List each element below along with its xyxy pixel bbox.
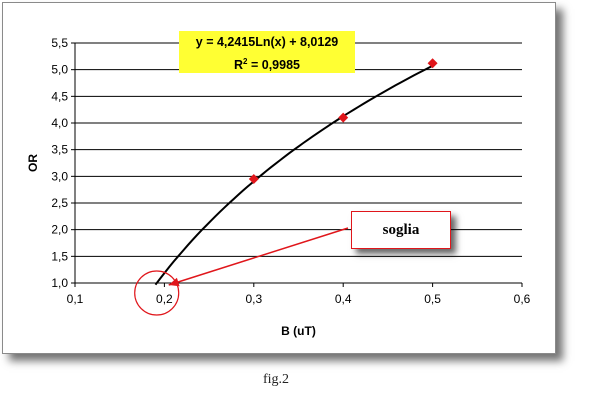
- equation-text: y = 4,2415Ln(x) + 8,0129: [195, 35, 339, 49]
- x-tick-label: 0,5: [424, 292, 441, 306]
- y-tick-label: 1,0: [51, 276, 68, 290]
- log-trendline: [154, 64, 434, 286]
- y-tick-label: 5,0: [51, 63, 68, 77]
- figure-caption: fig.2: [262, 372, 290, 387]
- threshold-circle: [134, 270, 180, 316]
- data-point: [427, 58, 438, 69]
- trendline-equation-box: y = 4,2415Ln(x) + 8,0129 R2 = 0,9985: [179, 31, 355, 73]
- y-tick-label: 2,0: [51, 223, 68, 237]
- y-tick-label: 4,0: [51, 116, 68, 130]
- x-tick-label: 0,3: [245, 292, 262, 306]
- y-tick-label: 2,5: [51, 196, 68, 210]
- x-axis-title: B (uT): [281, 324, 316, 338]
- threshold-callout: soglia: [351, 211, 451, 249]
- x-tick-label: 0,4: [335, 292, 352, 306]
- y-tick-label: 3,0: [51, 169, 68, 183]
- plot-area: 1,0 1,5 2,0 2,5 3,0 3,5 4,0 4,5 5,0 5,5 0,1 0,2 0,3 0…: [26, 36, 531, 338]
- y-tick-label: 5,5: [51, 36, 68, 50]
- x-tick-label: 0,1: [67, 292, 84, 306]
- chart-frame: 1,0 1,5 2,0 2,5 3,0 3,5 4,0 4,5 5,0 5,5 0,1 0,2 0,3 0…: [2, 2, 556, 354]
- r-squared-superscript: 2: [243, 57, 248, 66]
- data-point: [338, 112, 349, 123]
- x-tick-label: 0,6: [514, 292, 531, 306]
- x-tick-label: 0,2: [156, 292, 173, 306]
- y-tick-label: 4,5: [51, 89, 68, 103]
- y-tick-label: 3,5: [51, 143, 68, 157]
- r-squared-label: R: [234, 58, 244, 73]
- y-axis-title: OR: [26, 154, 40, 172]
- callout-arrow: [168, 227, 349, 286]
- r-squared-value: = 0,9985: [247, 58, 300, 73]
- callout-arrowhead: [168, 277, 180, 287]
- data-point: [248, 174, 259, 184]
- r-squared-text: R2 = 0,9985: [179, 52, 355, 75]
- y-tick-label: 1,5: [51, 249, 68, 263]
